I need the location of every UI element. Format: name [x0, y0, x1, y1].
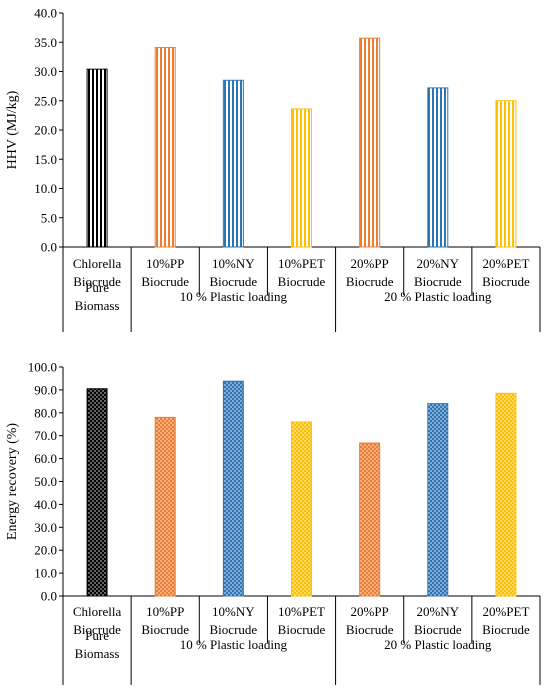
group-label: 20 % Plastic loading	[384, 637, 492, 652]
bar-4	[291, 108, 312, 248]
y-tick-label: 30.0	[34, 64, 57, 79]
bar-7	[495, 100, 517, 248]
category-label: Chlorella	[73, 256, 122, 271]
category-label: 10%PP	[146, 604, 184, 619]
category-label: Biocrude	[141, 274, 189, 289]
category-label: 20%PP	[350, 604, 388, 619]
category-label: Biocrude	[73, 622, 121, 637]
y-tick-label: 50.0	[34, 474, 57, 489]
energy-recovery-chart: 0.0 10.0 20.0 30.0 40.0 50.0 60.0 70.0 80.0 90.0 1…	[5, 360, 541, 685]
category-label: 10%PET	[278, 256, 325, 271]
y-tick-label: 25.0	[34, 93, 57, 108]
group-label: 20 % Plastic loading	[384, 289, 492, 304]
y-tick-label: 0.0	[41, 589, 57, 604]
group-label: 10 % Plastic loading	[180, 289, 288, 304]
group-label: Pure	[85, 280, 109, 295]
y-tick-label: 30.0	[34, 520, 57, 535]
category-label: 20%PP	[350, 256, 388, 271]
bar-6	[427, 87, 449, 248]
category-label: Biocrude	[210, 622, 258, 637]
group-label: Biomass	[75, 646, 120, 661]
y-tick-label: 5.0	[41, 210, 57, 225]
category-label: Biocrude	[346, 274, 394, 289]
category-label: 10%NY	[212, 256, 255, 271]
y-tick-label: 0.0	[41, 240, 57, 255]
group-label: Biomass	[75, 298, 120, 313]
y-tick-label: 40.0	[34, 6, 57, 21]
category-label: Chlorella	[73, 604, 122, 619]
y-tick-label: 35.0	[34, 35, 57, 50]
category-label: Biocrude	[482, 274, 530, 289]
category-label: 10%NY	[212, 604, 255, 619]
bar-6	[427, 403, 449, 597]
bar-5	[359, 37, 381, 248]
group-label: 10 % Plastic loading	[180, 637, 288, 652]
category-label: 20%NY	[416, 604, 459, 619]
bar-1	[86, 388, 108, 597]
category-label: Biocrude	[414, 274, 462, 289]
category-label: Biocrude	[278, 622, 326, 637]
category-label: Biocrude	[73, 274, 121, 289]
y-tick-label: 60.0	[34, 451, 57, 466]
category-label: Biocrude	[210, 274, 258, 289]
y-tick-label: 40.0	[34, 497, 57, 512]
category-label: Biocrude	[414, 622, 462, 637]
bar-3	[222, 380, 244, 597]
y-tick-label: 80.0	[34, 405, 57, 420]
bar-3	[222, 79, 244, 248]
y-tick-label: 15.0	[34, 152, 57, 167]
y-tick-label: 10.0	[34, 566, 57, 581]
category-label: Biocrude	[482, 622, 530, 637]
category-label: 10%PP	[146, 256, 184, 271]
category-label: 20%NY	[416, 256, 459, 271]
y-tick-label: 20.0	[34, 543, 57, 558]
y-axis-label: Energy recovery (%)	[5, 423, 20, 540]
bar-4	[291, 421, 312, 597]
category-label: 20%PET	[482, 604, 529, 619]
y-tick-label: 90.0	[34, 382, 57, 397]
y-axis-label: HHV (MJ/kg)	[5, 90, 20, 169]
category-label: Biocrude	[346, 622, 394, 637]
y-tick-label: 10.0	[34, 181, 57, 196]
category-label: 20%PET	[482, 256, 529, 271]
y-tick-label: 100.0	[28, 360, 57, 375]
hhv-chart: 0.0 5.0 10.0 15.0 20.0 25.0 30.0 35.0 40.0 HHV (M…	[5, 6, 541, 332]
y-tick-label: 20.0	[34, 123, 57, 138]
category-label: Biocrude	[141, 622, 189, 637]
bar-7	[495, 392, 517, 597]
bar-1	[86, 68, 108, 248]
bar-5	[359, 442, 381, 597]
group-label: Pure	[85, 628, 109, 643]
bar-2	[154, 416, 176, 597]
bar-2	[154, 47, 176, 248]
y-tick-label: 70.0	[34, 428, 57, 443]
category-label: Biocrude	[278, 274, 326, 289]
category-label: 10%PET	[278, 604, 325, 619]
